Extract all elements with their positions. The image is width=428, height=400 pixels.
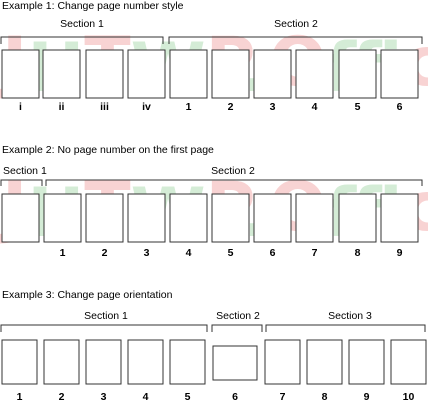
page-thumbnail — [169, 339, 206, 385]
page-number-label: 1 — [17, 391, 23, 400]
page-thumbnail — [295, 49, 334, 99]
page-thumbnail — [85, 49, 124, 99]
example-1-section-1-bracket — [0, 36, 164, 44]
example-2-section-2-label: Section 2 — [211, 165, 255, 177]
page-thumbnail — [338, 49, 377, 99]
page-number-label: 3 — [144, 247, 150, 259]
example-3-section-3-bracket — [265, 324, 426, 332]
page-thumbnail — [1, 339, 38, 385]
example-3-heading: Example 3: Change page orientation — [2, 289, 173, 301]
page-thumbnail — [380, 49, 419, 99]
page-thumbnail — [43, 193, 82, 243]
page-number-label: 2 — [59, 391, 65, 400]
example-2-section-1-label: Section 1 — [3, 165, 47, 177]
page-number-label: 8 — [322, 391, 328, 400]
page-number-label: 10 — [403, 391, 415, 400]
page-number-label: 9 — [364, 391, 370, 400]
example-1-section-1-label: Section 1 — [60, 18, 104, 30]
page-number-label: i — [19, 101, 22, 113]
example-1-section-2-label: Section 2 — [274, 18, 318, 30]
example-2-section-2-bracket — [45, 179, 423, 186]
page-thumbnail — [306, 339, 343, 385]
example-3-section-2-bracket — [211, 324, 263, 332]
page-thumbnail — [169, 49, 208, 99]
page-thumbnail — [211, 193, 250, 243]
page-number-label: 3 — [101, 391, 107, 400]
page-thumbnail — [338, 193, 377, 243]
page-number-label: 6 — [270, 247, 276, 259]
page-number-label: 8 — [355, 247, 361, 259]
example-3-section-1-label: Section 1 — [84, 310, 128, 322]
page-number-label: 4 — [312, 101, 318, 113]
example-1: Example 1: Change page number style Sect… — [0, 0, 423, 113]
page-number-label: 6 — [397, 101, 403, 113]
page-number-label: 5 — [185, 391, 191, 400]
page-thumbnail — [169, 193, 208, 243]
page-number-label: 4 — [186, 247, 192, 259]
example-2-section-1-bracket — [0, 179, 43, 186]
page-number-label: iv — [142, 101, 151, 113]
page-number-label: iii — [100, 101, 109, 113]
page-thumbnail — [127, 49, 166, 99]
page-thumbnail — [212, 345, 258, 381]
page-number-label: 6 — [232, 391, 238, 400]
page-thumbnail — [127, 193, 166, 243]
page-thumbnail — [42, 49, 81, 99]
example-1-heading: Example 1: Change page number style — [2, 0, 184, 12]
example-3-section-1-bracket — [0, 324, 208, 332]
page-thumbnail — [348, 339, 385, 385]
page-thumbnail — [390, 339, 427, 385]
page-number-label: 1 — [186, 101, 192, 113]
page-number-label: 4 — [143, 391, 149, 400]
page-number-label: 9 — [397, 247, 403, 259]
page-number-label: 7 — [312, 247, 318, 259]
page-number-label: 7 — [280, 391, 286, 400]
page-number-label: 3 — [270, 101, 276, 113]
page-number-label: 5 — [228, 247, 234, 259]
page-number-label: 2 — [102, 247, 108, 259]
example-3-section-3-label: Section 3 — [328, 310, 372, 322]
page-thumbnail — [43, 339, 80, 385]
page-thumbnail — [264, 339, 301, 385]
page-number-label: 1 — [60, 247, 66, 259]
page-thumbnail — [85, 339, 122, 385]
page-thumbnail — [253, 193, 292, 243]
page-number-label: ii — [59, 101, 65, 113]
page-thumbnail — [127, 339, 164, 385]
example-1-section-2-bracket — [168, 36, 423, 44]
example-3-section-2-label: Section 2 — [216, 310, 260, 322]
example-2: Example 2: No page number on the first p… — [0, 144, 423, 259]
page-thumbnail — [1, 49, 40, 99]
page-thumbnail — [85, 193, 124, 243]
example-3: Example 3: Change page orientation Secti… — [0, 289, 427, 400]
page-thumbnail — [295, 193, 334, 243]
example-2-heading: Example 2: No page number on the first p… — [2, 144, 214, 156]
page-thumbnail — [1, 193, 40, 243]
page-number-label: 2 — [228, 101, 234, 113]
page-thumbnail — [253, 49, 292, 99]
page-number-label: 5 — [355, 101, 361, 113]
page-thumbnail — [380, 193, 419, 243]
page-thumbnail — [211, 49, 250, 99]
